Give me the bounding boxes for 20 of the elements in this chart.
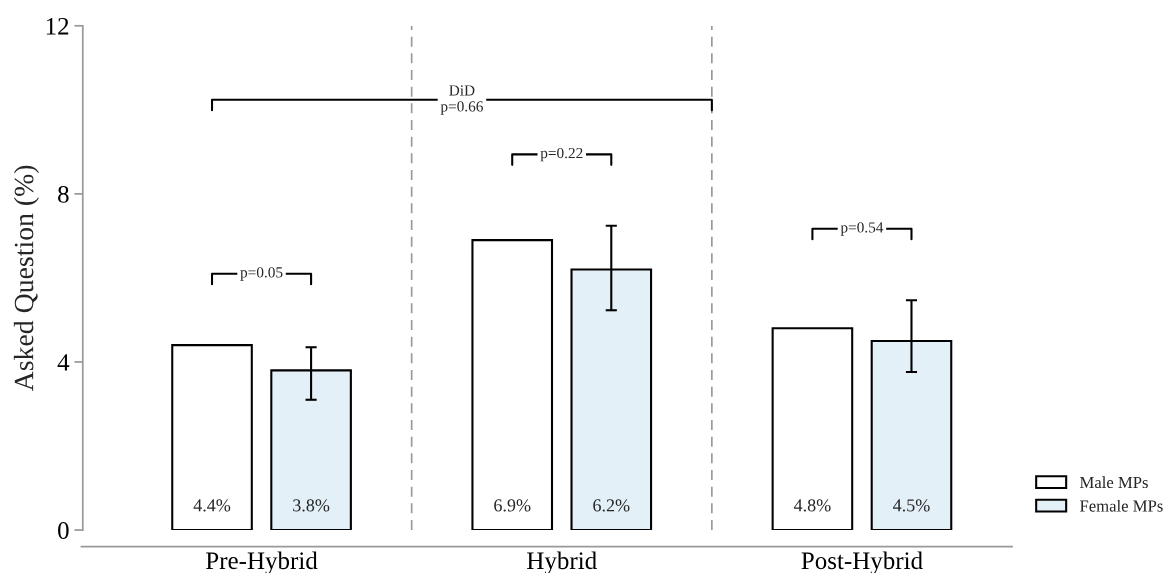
bar [171, 344, 253, 531]
data-label: 6.2% [593, 499, 630, 512]
bar [771, 327, 854, 531]
y-tick-label: 8 [58, 185, 69, 203]
annotation: DiD p=0.66 [440, 85, 483, 115]
legend-label: Female MPs [1079, 499, 1163, 512]
data-label: 3.8% [293, 499, 330, 512]
bar [471, 239, 554, 531]
data-label: 4.5% [893, 499, 930, 512]
annotation: p=0.05 [240, 267, 283, 281]
legend-label: Male MPs [1079, 476, 1148, 489]
y-axis-title: Asked Question (%) [13, 165, 40, 392]
annotation: p=0.22 [540, 147, 583, 162]
y-tick-label: 4 [57, 354, 70, 371]
y-tick-label: 0 [58, 522, 69, 539]
y-tick-label: 12 [46, 17, 69, 35]
data-label: 4.8% [793, 499, 831, 512]
annotation: p=0.54 [840, 222, 884, 236]
data-label: 4.4% [193, 499, 231, 512]
data-label: 6.9% [494, 499, 531, 512]
